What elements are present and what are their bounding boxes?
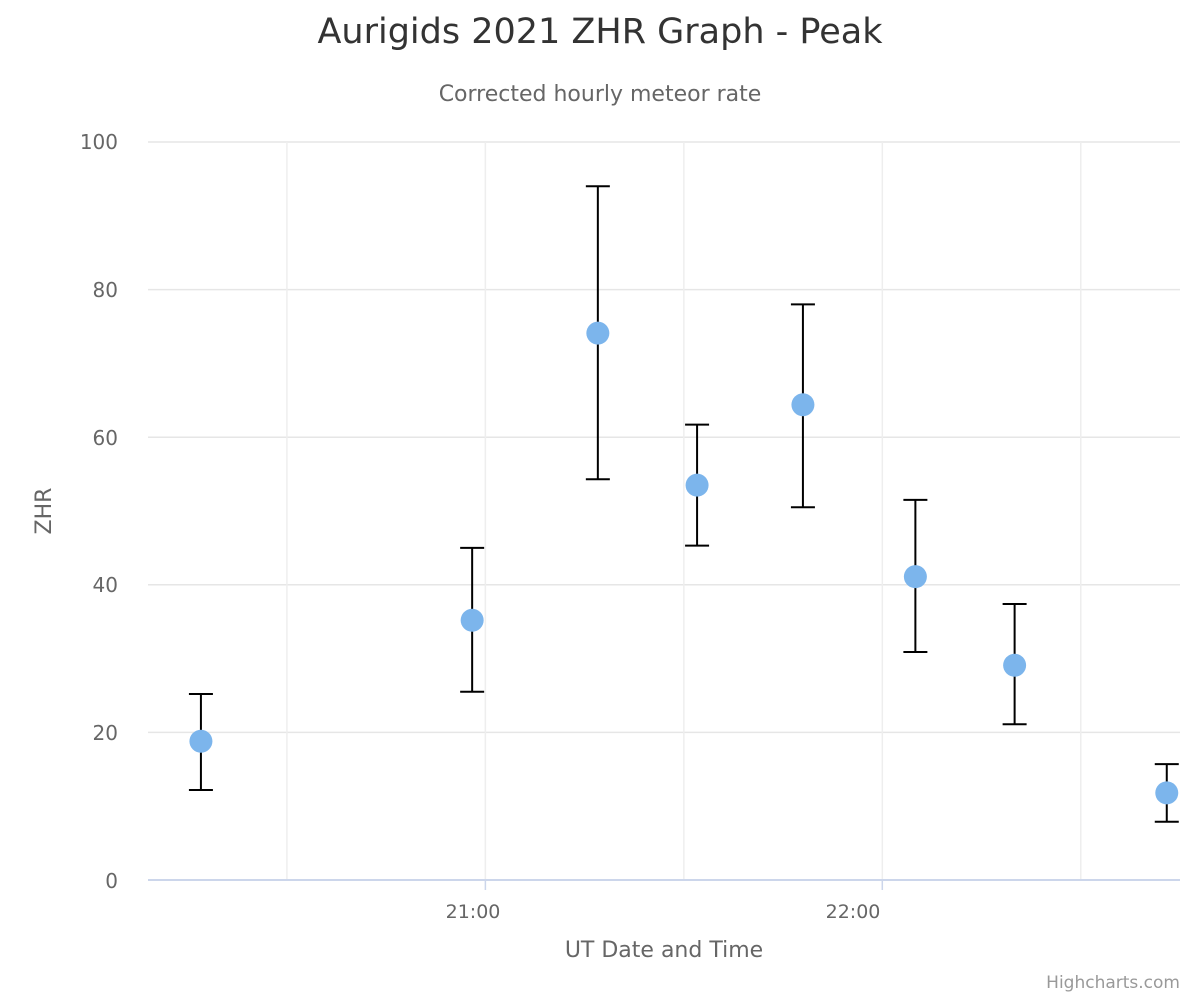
x-tick-label: 22:00 <box>826 901 881 923</box>
y-tick-label: 20 <box>93 721 118 745</box>
data-point-marker[interactable] <box>791 393 815 417</box>
data-point-marker[interactable] <box>903 565 927 589</box>
data-point-marker[interactable] <box>189 729 213 753</box>
y-axis: 0 20 40 60 80 100 ZHR <box>32 130 118 893</box>
highcharts-credits-link[interactable]: Highcharts.com <box>1046 973 1180 993</box>
gridlines <box>148 141 1180 890</box>
data-series <box>188 185 1179 823</box>
data-point-marker[interactable] <box>1003 653 1027 677</box>
x-axis-title: UT Date and Time <box>565 938 763 963</box>
y-axis-title: ZHR <box>32 488 57 535</box>
x-tick-label: 21:00 <box>446 901 501 923</box>
data-point-marker[interactable] <box>1155 781 1179 805</box>
y-tick-label: 100 <box>80 130 118 154</box>
chart-title: Aurigids 2021 ZHR Graph - Peak <box>317 12 883 52</box>
chart-subtitle: Corrected hourly meteor rate <box>438 82 762 107</box>
y-tick-label: 80 <box>93 278 118 302</box>
y-tick-label: 40 <box>93 573 118 597</box>
data-point-marker[interactable] <box>685 473 709 497</box>
y-tick-label: 60 <box>93 426 118 450</box>
x-axis: 21:00 22:00 UT Date and Time <box>446 901 881 963</box>
y-tick-label: 0 <box>105 869 118 893</box>
data-point-marker[interactable] <box>460 608 484 632</box>
data-point-marker[interactable] <box>586 321 610 345</box>
